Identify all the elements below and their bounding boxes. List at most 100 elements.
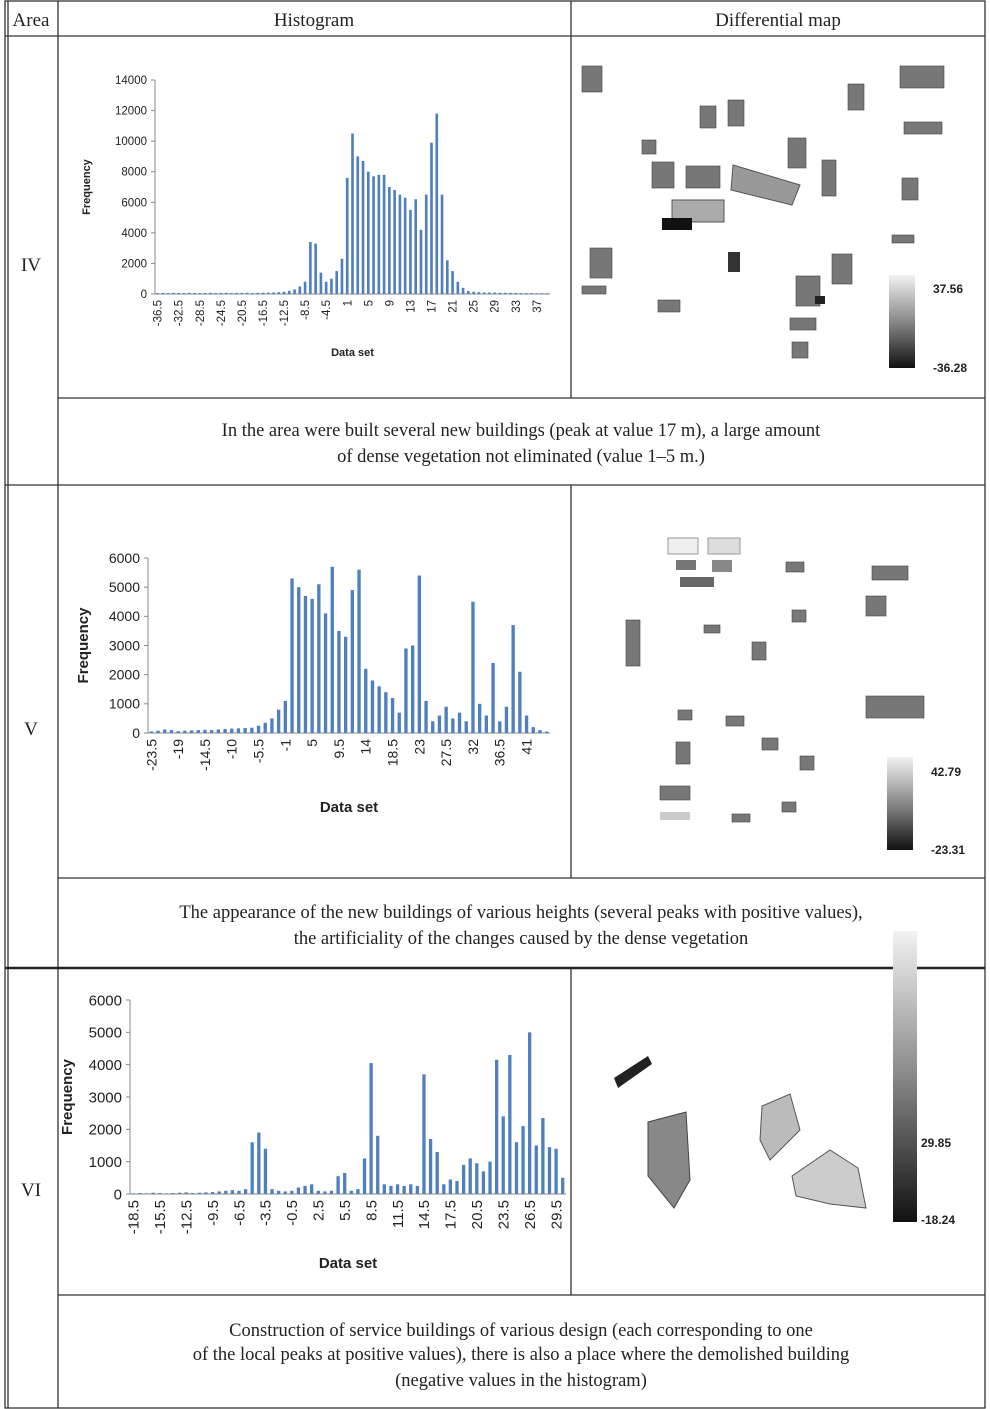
- bar: [491, 663, 494, 733]
- x-tick-label: 27.5: [438, 739, 454, 766]
- y-tick-label: 6000: [121, 197, 147, 209]
- x-tick-label: -20.5: [237, 300, 249, 326]
- x-tick-label: 33: [511, 300, 523, 313]
- x-tick-label: 9: [384, 300, 396, 306]
- bar: [264, 1149, 267, 1194]
- y-tick-label: 0: [132, 725, 140, 741]
- bar: [210, 730, 213, 733]
- bar: [197, 730, 200, 733]
- bar: [393, 190, 396, 294]
- table-page: AreaHistogramDifferential mapIV37.56-36.…: [0, 0, 990, 1409]
- bar: [320, 273, 323, 294]
- bar: [171, 1193, 174, 1194]
- x-tick-label: 32: [465, 739, 481, 755]
- bar: [303, 1186, 306, 1194]
- bar: [277, 292, 280, 294]
- bar: [284, 1191, 287, 1194]
- bar: [411, 646, 414, 734]
- bar: [324, 613, 327, 733]
- colorbar: [893, 931, 917, 1222]
- bar: [214, 293, 217, 294]
- bar: [425, 195, 428, 294]
- bar: [190, 730, 193, 733]
- x-tick-label: 8.5: [363, 1200, 380, 1221]
- bar: [429, 1139, 432, 1194]
- bar: [418, 576, 421, 734]
- bar: [257, 1133, 260, 1194]
- x-tick-label: -14.5: [197, 739, 213, 771]
- bar: [223, 729, 226, 733]
- description-line: of dense vegetation not eliminated (valu…: [337, 447, 705, 467]
- x-tick-label: -24.5: [216, 300, 228, 326]
- x-tick-label: 5: [363, 300, 375, 306]
- bar: [138, 1193, 141, 1194]
- bar: [363, 1158, 366, 1194]
- bar: [554, 1149, 557, 1194]
- bar: [237, 1191, 240, 1194]
- bar: [172, 293, 175, 294]
- x-tick-label: 5.5: [337, 1200, 354, 1221]
- bar: [457, 282, 460, 294]
- bar: [264, 723, 267, 733]
- map-iv: [582, 66, 944, 368]
- bar: [262, 293, 265, 294]
- bar: [170, 730, 173, 733]
- bar: [209, 293, 212, 294]
- bar: [185, 1192, 188, 1194]
- x-tick-label: 21: [448, 300, 460, 313]
- bar: [399, 195, 402, 294]
- bar: [330, 1191, 333, 1194]
- bar: [310, 1184, 313, 1194]
- bar: [288, 291, 291, 294]
- bar: [211, 1192, 214, 1194]
- x-tick-label: -5.5: [250, 739, 266, 763]
- bar: [317, 1191, 320, 1194]
- bar: [183, 293, 186, 294]
- page: {"table": {"header": ["Area", "Histogram…: [0, 0, 990, 1409]
- bar: [525, 716, 528, 734]
- bar: [498, 721, 501, 733]
- bar: [471, 602, 474, 733]
- y-tick-label: 2000: [121, 258, 147, 270]
- bar: [435, 114, 438, 294]
- bar: [515, 1142, 518, 1194]
- bar: [536, 293, 539, 294]
- area-label: V: [24, 719, 38, 740]
- bar: [388, 187, 391, 294]
- x-axis-title: Data set: [320, 799, 378, 816]
- y-tick-label: 5000: [89, 1025, 122, 1042]
- bar: [525, 293, 528, 294]
- bar: [475, 1163, 478, 1194]
- bar: [267, 293, 270, 294]
- bar: [356, 1189, 359, 1194]
- bar: [528, 1032, 531, 1194]
- bar: [389, 1186, 392, 1194]
- bar: [420, 230, 423, 294]
- bar: [331, 567, 334, 733]
- bar: [404, 198, 407, 294]
- y-tick-label: 3000: [109, 637, 140, 653]
- colorbar-max: 29.85: [921, 1136, 951, 1150]
- bar: [156, 731, 159, 733]
- y-tick-label: 12000: [115, 106, 147, 118]
- bar: [520, 293, 523, 294]
- bar: [444, 707, 447, 733]
- description-line: (negative values in the histogram): [395, 1371, 647, 1391]
- bar: [250, 728, 253, 733]
- bar: [351, 134, 354, 295]
- bar: [158, 1193, 161, 1194]
- colorbar: [889, 275, 915, 368]
- y-tick-label: 0: [114, 1186, 122, 1203]
- bar: [535, 1146, 538, 1195]
- bar: [150, 732, 153, 733]
- bar: [304, 596, 307, 733]
- x-tick-label: -12.5: [178, 1200, 195, 1234]
- bar: [398, 713, 401, 733]
- bar: [514, 293, 517, 294]
- bar: [376, 1136, 379, 1194]
- y-tick-label: 6000: [89, 992, 122, 1009]
- bar: [244, 1189, 247, 1194]
- bar: [493, 293, 496, 294]
- y-tick-label: 2000: [109, 667, 140, 683]
- bar: [330, 279, 333, 294]
